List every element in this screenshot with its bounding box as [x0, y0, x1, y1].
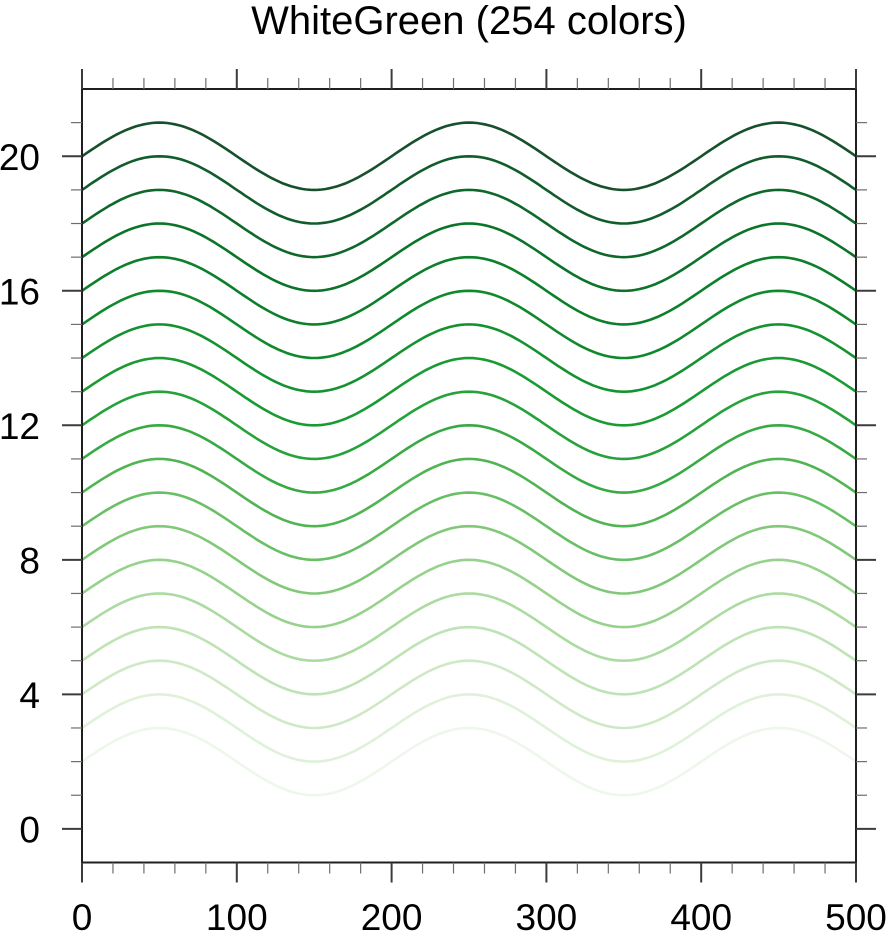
sine-curve-level-10 — [80, 457, 858, 528]
sine-curve-level-07 — [80, 558, 858, 629]
sine-curve-level-20 — [80, 121, 858, 192]
x-tick-label: 400 — [670, 897, 732, 935]
sine-curve-level-14 — [80, 323, 858, 394]
y-tick-label: 16 — [0, 271, 40, 312]
x-tick-label: 200 — [361, 897, 423, 935]
sine-curve-level-05 — [80, 625, 858, 696]
y-tick-label: 4 — [19, 675, 40, 716]
sine-curve-level-11 — [80, 423, 858, 494]
sine-curve-level-13 — [80, 356, 858, 427]
x-tick-label: 300 — [516, 897, 578, 935]
x-tick-label: 100 — [206, 897, 268, 935]
sine-curve-level-08 — [80, 524, 858, 595]
x-tick-label: 500 — [825, 897, 886, 935]
plot-frame — [81, 88, 857, 864]
y-tick-label: 20 — [0, 137, 40, 178]
y-tick-label: 8 — [19, 540, 40, 581]
sine-curve-level-06 — [80, 592, 858, 663]
x-tick-label: 0 — [72, 897, 93, 935]
sine-curve-level-03 — [80, 692, 858, 763]
sine-curve-level-02 — [80, 726, 858, 797]
y-tick-label: 12 — [0, 406, 40, 447]
sine-curve-level-09 — [80, 491, 858, 562]
sine-curve-level-15 — [80, 289, 858, 360]
sine-curve-level-17 — [80, 222, 858, 293]
y-tick-label: 0 — [19, 809, 40, 850]
sine-curve-level-12 — [80, 390, 858, 461]
sine-curve-level-18 — [80, 188, 858, 259]
plot-title: WhiteGreen (254 colors) — [251, 0, 687, 43]
sine-curve-level-19 — [80, 154, 858, 225]
sine-curve-level-16 — [80, 255, 858, 326]
sine-curve-level-04 — [80, 659, 858, 730]
plot-area: 0 100 200 300 400 500 0 4 8 12 16 20 — [0, 69, 886, 935]
